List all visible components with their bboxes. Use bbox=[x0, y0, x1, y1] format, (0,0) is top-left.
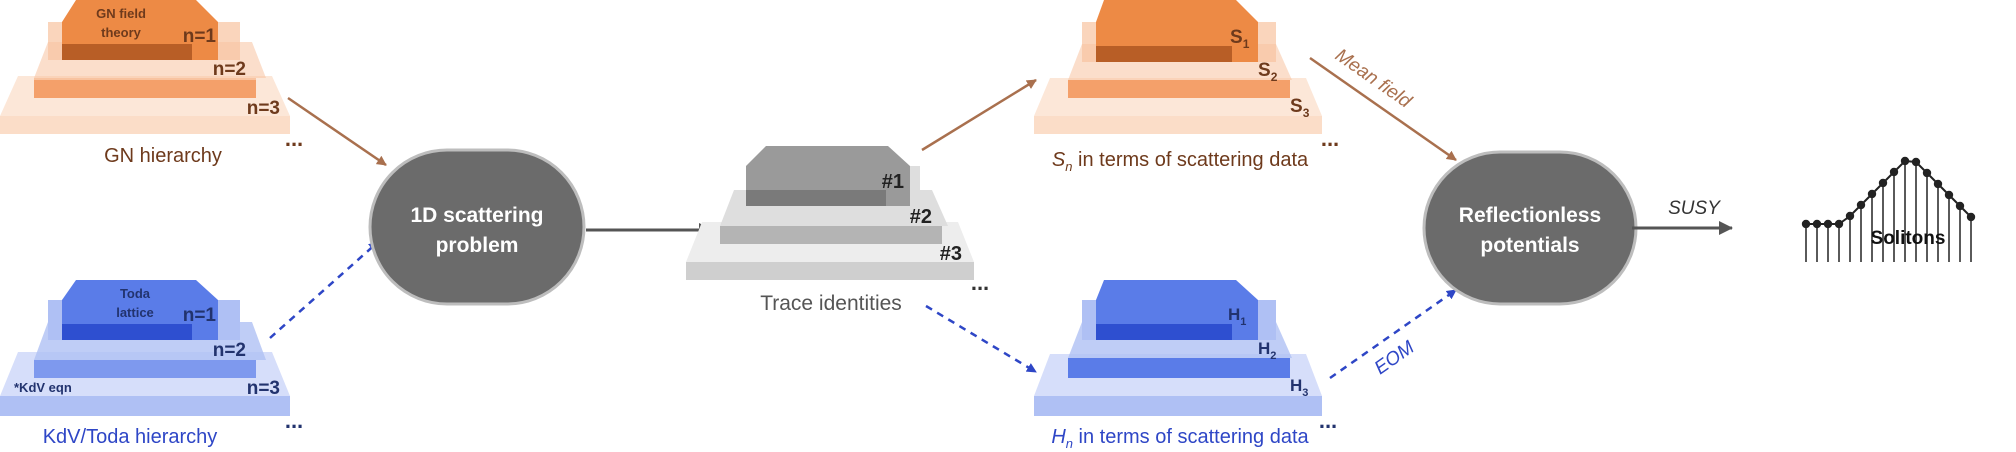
soliton-dot bbox=[1900, 156, 1910, 166]
hn-top-shadow bbox=[1096, 324, 1232, 340]
scattering-label-2: problem bbox=[436, 234, 519, 257]
soliton-dot bbox=[1801, 219, 1811, 229]
hn-dots: ... bbox=[1319, 408, 1337, 433]
trace-top-block bbox=[746, 146, 910, 190]
soliton-dot bbox=[1878, 178, 1888, 188]
kdv-caption: KdV/Toda hierarchy bbox=[43, 426, 218, 448]
soliton-dot bbox=[1911, 157, 1921, 167]
hn-level-4 bbox=[1034, 396, 1322, 416]
hn-pyramid: H1 H2 H3 ... Hn in terms of scattering d… bbox=[1034, 280, 1337, 451]
gn-dots: ... bbox=[285, 126, 303, 151]
soliton-dot bbox=[1867, 189, 1877, 199]
hn-level-2-label: H2 bbox=[1258, 339, 1276, 362]
gn-top-shadow bbox=[62, 44, 192, 60]
soliton-profile bbox=[1806, 159, 1972, 225]
soliton-dot bbox=[1845, 211, 1855, 221]
trace-level-1-label: #1 bbox=[882, 171, 904, 193]
sn-pyramid: S1 S2 S3 ... Sn in terms of scattering d… bbox=[1034, 0, 1339, 174]
soliton-dot bbox=[1922, 168, 1932, 178]
kdv-level-2-label: n=2 bbox=[213, 340, 246, 361]
kdv-top-label-1: Toda bbox=[120, 286, 151, 301]
trace-caption: Trace identities bbox=[760, 292, 902, 315]
scattering-label-1: 1D scattering bbox=[410, 204, 543, 227]
soliton-dot bbox=[1966, 212, 1976, 222]
reflectionless-label-1: Reflectionless bbox=[1459, 204, 1601, 227]
kdv-top-label-2: lattice bbox=[116, 305, 154, 320]
solitons-label: Solitons bbox=[1871, 228, 1946, 249]
kdv-level-3-label: n=3 bbox=[247, 378, 280, 399]
trace-pyramid: #1 #2 #3 ... Trace identities bbox=[686, 146, 989, 315]
trace-level-2-label: #2 bbox=[910, 206, 932, 228]
gn-top-label-1: GN field bbox=[96, 6, 146, 21]
eom-label: EOM bbox=[1371, 337, 1419, 379]
soliton-dot bbox=[1889, 167, 1899, 177]
sn-level-3 bbox=[1068, 80, 1290, 98]
soliton-dot bbox=[1933, 179, 1943, 189]
gn-top-label-2: theory bbox=[101, 25, 142, 40]
gn-level-2-label: n=2 bbox=[213, 59, 246, 80]
gn-caption: GN hierarchy bbox=[104, 145, 222, 167]
hn-level-3-label: H3 bbox=[1290, 376, 1308, 399]
hn-top-block bbox=[1096, 280, 1258, 324]
arrow-trace-to-sn bbox=[921, 78, 1037, 152]
hn-level-1-label: H1 bbox=[1228, 305, 1246, 328]
kdv-level-3 bbox=[34, 360, 256, 378]
arrow-mean-field bbox=[1309, 56, 1457, 162]
sn-level-1-label: S1 bbox=[1230, 27, 1250, 51]
hn-caption: Hn in terms of scattering data bbox=[1051, 426, 1309, 451]
sn-level-2-label: S2 bbox=[1258, 60, 1278, 84]
soliton-dot bbox=[1812, 219, 1822, 229]
hn-level-3 bbox=[1068, 358, 1290, 378]
kdv-side-note: *KdV eqn bbox=[14, 380, 72, 395]
kdv-level-1-label: n=1 bbox=[183, 305, 217, 326]
gn-level-1-label: n=1 bbox=[183, 26, 217, 47]
arrow-trace-to-hn bbox=[925, 304, 1037, 374]
reflectionless-node: Reflectionless potentials bbox=[1422, 150, 1638, 306]
sn-top-block bbox=[1096, 0, 1258, 46]
soliton-dot bbox=[1955, 201, 1965, 211]
soliton-dot bbox=[1856, 200, 1866, 210]
susy-label: SUSY bbox=[1668, 198, 1721, 219]
sn-caption: Sn in terms of scattering data bbox=[1052, 149, 1309, 174]
soliton-dot bbox=[1944, 190, 1954, 200]
sn-dots: ... bbox=[1321, 126, 1339, 151]
kdv-top-block bbox=[62, 280, 218, 324]
kdv-dots: ... bbox=[285, 408, 303, 433]
scattering-node: 1D scattering problem bbox=[368, 148, 586, 306]
solitons-figure bbox=[1801, 156, 1976, 262]
gn-level-3-label: n=3 bbox=[247, 98, 280, 119]
gn-level-4 bbox=[0, 116, 290, 134]
arrow-gn-to-scattering bbox=[287, 96, 387, 167]
trace-top-shadow bbox=[746, 190, 886, 206]
arrow-kdv-to-scattering bbox=[269, 241, 379, 339]
trace-dots: ... bbox=[971, 270, 989, 295]
trace-level-3-label: #3 bbox=[940, 243, 962, 265]
trace-level-3 bbox=[720, 226, 942, 244]
sn-level-3-label: S3 bbox=[1290, 96, 1310, 120]
gn-top-block bbox=[62, 0, 218, 44]
gn-pyramid: GN field theory n=1 n=2 n=3 ... GN hiera… bbox=[0, 0, 303, 167]
reflectionless-label-2: potentials bbox=[1480, 234, 1579, 257]
soliton-dot bbox=[1834, 219, 1844, 229]
trace-level-4 bbox=[686, 262, 974, 280]
sn-top-shadow bbox=[1096, 46, 1232, 62]
soliton-dot bbox=[1823, 219, 1833, 229]
kdv-level-4 bbox=[0, 396, 290, 416]
kdv-pyramid: Toda lattice n=1 n=2 n=3 *KdV eqn ... Kd… bbox=[0, 280, 303, 448]
sn-level-4 bbox=[1034, 116, 1322, 134]
gn-level-2-bar bbox=[34, 80, 256, 98]
kdv-top-shadow bbox=[62, 324, 192, 340]
